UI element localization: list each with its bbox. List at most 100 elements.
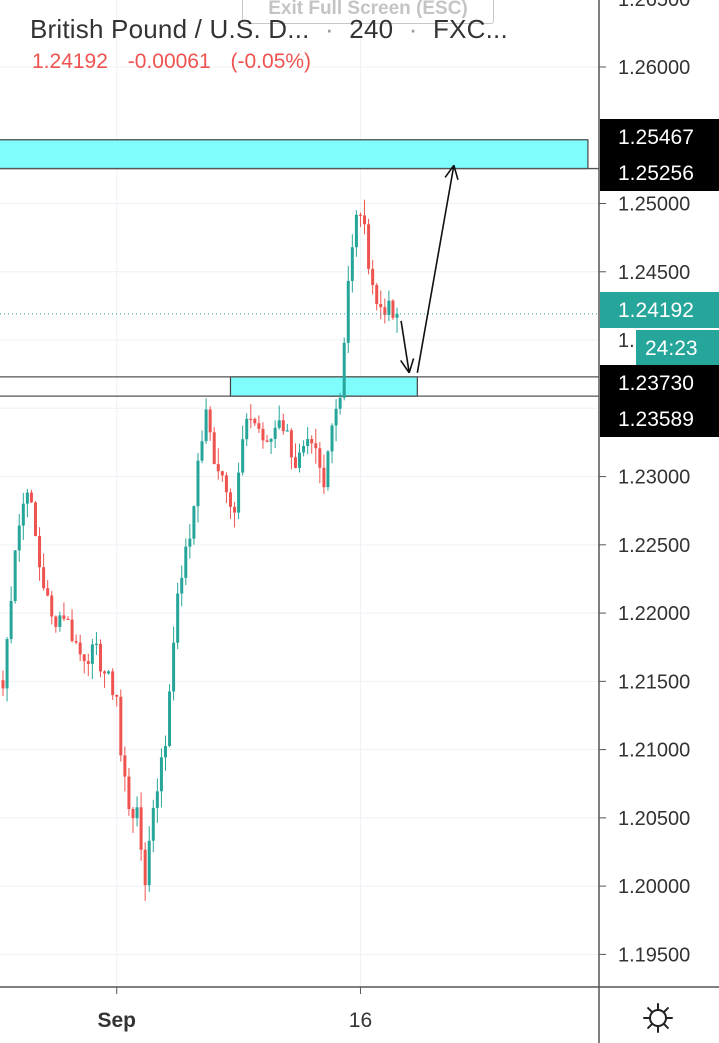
price-label-last: 1.24192 — [618, 299, 694, 322]
candle-body — [228, 492, 232, 507]
candle-body — [212, 432, 216, 465]
exit-fullscreen-button[interactable]: Exit Full Screen (ESC) — [242, 0, 494, 24]
candle-body — [33, 502, 37, 537]
candle-body — [204, 409, 208, 442]
price-tick-label: 1.23000 — [618, 467, 690, 489]
price-label-zone-top: 1.25467 — [618, 126, 694, 149]
candle-body — [277, 420, 281, 428]
candle-body — [310, 439, 314, 444]
candle-body — [220, 471, 224, 476]
candle-body — [326, 451, 330, 488]
candle-body — [338, 397, 342, 409]
price-label-demand-bottom-box — [600, 401, 719, 437]
candle-body — [54, 616, 58, 627]
candle-body — [342, 342, 346, 398]
candle-body — [151, 807, 155, 841]
gear-icon — [643, 1003, 673, 1033]
candle-body — [257, 423, 261, 429]
candle-body — [62, 615, 66, 619]
candle-body — [346, 280, 350, 343]
candle-body — [241, 439, 245, 473]
candle-body — [285, 430, 289, 432]
arrow-head — [453, 165, 459, 180]
candle-body — [371, 268, 375, 286]
price-tick-label: 1.21000 — [618, 740, 690, 762]
candle-body — [115, 694, 119, 697]
price-tick-label: 1.20000 — [618, 876, 690, 898]
candle-body — [163, 746, 167, 758]
candle-body — [200, 441, 204, 461]
zone-rect — [0, 139, 589, 170]
price-tick-label: 1. — [618, 330, 635, 352]
candle-body — [302, 445, 306, 453]
change-percent: (-0.05%) — [230, 50, 312, 73]
price-axis[interactable]: 1.26000 1.25000 1.24500 1.23000 1.22500 1.220… — [599, 0, 690, 966]
candle-body — [269, 438, 273, 442]
price-label-zone-bottom-box — [600, 155, 719, 191]
arrow-head — [444, 164, 455, 178]
settings-button[interactable] — [640, 1000, 676, 1036]
candle-body — [147, 840, 151, 886]
countdown-label: 24:23 — [645, 337, 698, 360]
change-value: -0.00061 — [127, 50, 211, 73]
candle-body — [50, 595, 54, 617]
candle-body — [66, 618, 70, 621]
candle-body — [74, 641, 78, 643]
time-tick-label: Sep — [97, 1009, 136, 1032]
candle-body — [46, 588, 50, 596]
candle-body — [135, 807, 139, 819]
horizontal-lines — [0, 167, 599, 397]
interval-label[interactable]: 240 — [349, 14, 394, 44]
candle-body — [131, 808, 135, 819]
candle-body — [330, 425, 334, 452]
candle-body — [253, 418, 257, 424]
candle-body — [318, 448, 322, 468]
price-label-demand-top-box — [600, 365, 719, 401]
candle-body — [379, 304, 383, 308]
candle-body — [70, 619, 74, 642]
candle-body — [111, 671, 115, 695]
candle-body — [289, 430, 293, 458]
candle-body — [159, 757, 163, 792]
candle-body — [293, 457, 297, 468]
candle-body — [391, 300, 395, 318]
candle-body — [395, 313, 399, 318]
candle-body — [208, 409, 212, 433]
price-quote: 1.24192 -0.00061 (-0.05%) — [32, 50, 325, 74]
candle-body — [322, 467, 326, 488]
symbol-title[interactable]: British Pound / U.S. D... · 240 · FXC... — [30, 14, 508, 45]
candle-body — [237, 472, 241, 513]
drawing-arrows[interactable] — [400, 164, 459, 374]
candle-body — [42, 567, 46, 589]
candle-body — [245, 418, 249, 440]
price-label-zone-bottom: 1.25256 — [618, 162, 694, 185]
price-label-zone-top-box — [600, 119, 719, 155]
candle-body — [196, 460, 200, 507]
candle-body — [139, 807, 143, 850]
candle-body — [119, 696, 123, 756]
candle-body — [261, 428, 265, 441]
candle-body — [265, 440, 269, 442]
candle-body — [123, 755, 127, 777]
title-separator: · — [325, 14, 334, 44]
candle-body — [350, 247, 354, 281]
candle-body — [29, 492, 33, 503]
candle-body — [281, 420, 285, 432]
candle-body — [143, 849, 147, 886]
zone-rect — [229, 376, 418, 397]
price-tick-label: 1.22500 — [618, 535, 690, 557]
price-tick-label: 1.24500 — [618, 262, 690, 284]
price-tick-label: 1.21500 — [618, 671, 690, 693]
title-separator: · — [408, 14, 418, 44]
time-axis[interactable]: Sep 16 — [97, 987, 372, 1032]
last-price-value: 1.24192 — [32, 50, 108, 73]
arrow-line — [416, 165, 455, 373]
countdown-box — [636, 330, 719, 365]
source-label: FXC... — [433, 14, 508, 44]
candle-body — [38, 536, 42, 568]
chart-grid — [0, 0, 599, 987]
price-tick-label: 1.20500 — [618, 808, 690, 830]
candle-body — [383, 307, 387, 315]
